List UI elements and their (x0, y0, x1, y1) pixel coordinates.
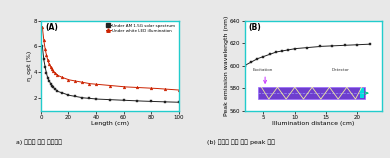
Text: (A): (A) (45, 23, 58, 32)
Text: a) 길이에 따른 광학효율: a) 길이에 따른 광학효율 (16, 139, 62, 145)
Text: (B): (B) (249, 23, 261, 32)
Legend: Under AM 1.5G solar spectrum, Under white LED illumination: Under AM 1.5G solar spectrum, Under whit… (105, 23, 176, 34)
Y-axis label: η_opt (%): η_opt (%) (26, 50, 32, 81)
Text: (b) 길이에 따른 발광 peak 주이: (b) 길이에 따른 발광 peak 주이 (207, 139, 275, 145)
X-axis label: Length (cm): Length (cm) (91, 121, 129, 126)
X-axis label: Illumination distance (cm): Illumination distance (cm) (272, 121, 355, 126)
Y-axis label: Peak emission wavelength (nm): Peak emission wavelength (nm) (223, 15, 229, 116)
